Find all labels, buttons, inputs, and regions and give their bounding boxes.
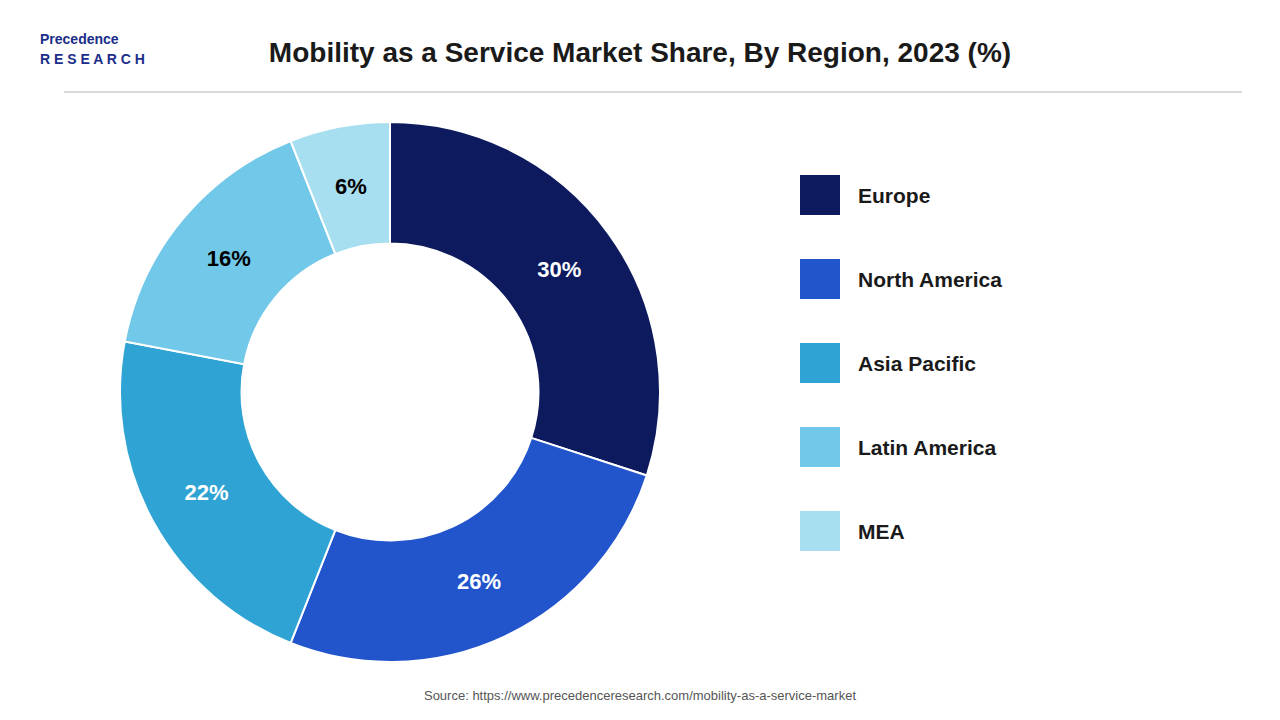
slice <box>291 438 647 662</box>
logo: Precedence R E S E A R C H <box>40 31 145 67</box>
data-label: 16% <box>207 246 251 271</box>
legend-swatch <box>800 259 840 299</box>
donut <box>120 122 660 662</box>
legend-swatch <box>800 511 840 551</box>
legend-swatch <box>800 343 840 383</box>
source: Source: https://www.precedenceresearch.c… <box>424 688 856 703</box>
slice <box>390 122 660 475</box>
logo-line: Precedence <box>40 31 119 47</box>
logo-line: R E S E A R C H <box>40 51 145 67</box>
data-label: 30% <box>537 257 581 282</box>
legend-swatch <box>800 427 840 467</box>
legend-label: Latin America <box>858 436 996 459</box>
data-label: 22% <box>185 480 229 505</box>
title-rule <box>64 91 1242 93</box>
slice <box>291 122 390 254</box>
data-label: 6% <box>335 174 367 199</box>
legend: Europe North America Asia Pacific Latin Ame… <box>800 175 1002 551</box>
data-labels: 30% 26% 22% 16% 6% <box>185 174 582 594</box>
data-label: 26% <box>457 569 501 594</box>
legend-label: Asia Pacific <box>858 352 976 375</box>
legend-label: Europe <box>858 184 930 207</box>
legend-label: MEA <box>858 520 905 543</box>
chart: Mobility as a Service Market Share, By R… <box>0 0 1280 720</box>
title: Mobility as a Service Market Share, By R… <box>269 37 1011 68</box>
slice <box>120 341 335 643</box>
legend-swatch <box>800 175 840 215</box>
legend-label: North America <box>858 268 1002 291</box>
